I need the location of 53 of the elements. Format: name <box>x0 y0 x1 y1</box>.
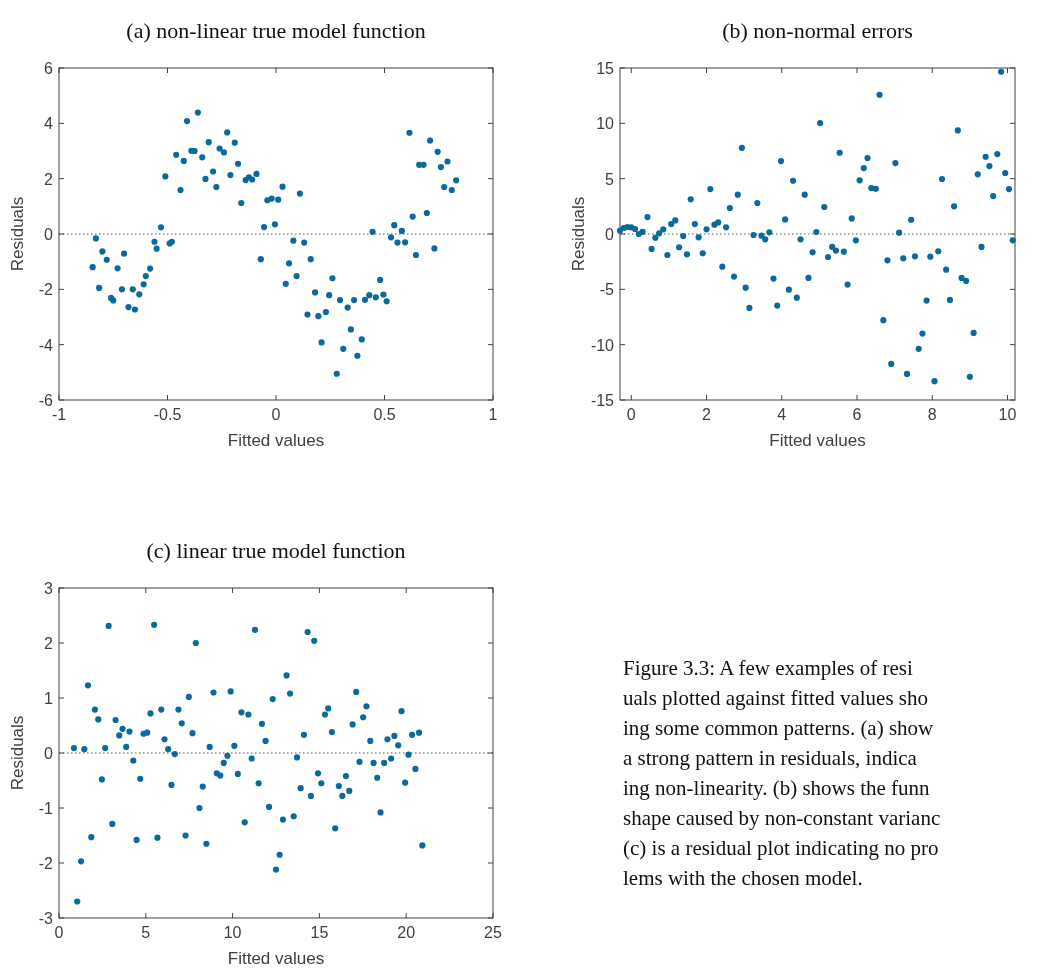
y-axis-title: Residuals <box>569 196 588 272</box>
x-tick-label: 10 <box>998 406 1017 423</box>
x-tick-label: -0.5 <box>153 406 182 423</box>
y-axis-title: Residuals <box>8 196 27 272</box>
y-tick-label: -1 <box>38 800 54 817</box>
y-tick-label: 6 <box>44 60 54 77</box>
x-tick-label: 20 <box>397 924 416 941</box>
x-tick-label: 6 <box>852 406 862 423</box>
y-tick-label: -6 <box>38 392 54 409</box>
x-tick-label: 4 <box>777 406 787 423</box>
x-axis-title: Fitted values <box>769 431 866 450</box>
y-tick-label: 1 <box>44 690 54 707</box>
caption: Figure 3.3: A few examples of resi <box>623 656 914 680</box>
y-axis-title: Residuals <box>8 715 27 791</box>
text: ing non-linearity. (b) shows the funn <box>623 776 931 800</box>
x-tick-label: 2 <box>702 406 712 423</box>
x-tick-label: 5 <box>141 924 151 941</box>
y-tick-label: 0 <box>44 226 54 243</box>
text: lems with the chosen model. <box>623 866 863 890</box>
y-tick-label: -15 <box>590 392 615 409</box>
y-tick-label: 0 <box>44 745 54 762</box>
y-tick-label: 4 <box>44 115 54 133</box>
x-tick-label: 15 <box>310 924 329 941</box>
x-axis-title: Fitted values <box>227 949 325 968</box>
chart-title: (c) linear true model function <box>146 538 406 563</box>
y-tick-label: 10 <box>596 115 615 133</box>
text: shape caused by non-constant varianc <box>623 806 941 830</box>
y-tick-label: 2 <box>44 170 54 188</box>
x-tick-label: 25 <box>484 924 502 941</box>
y-tick-label: 0 <box>605 226 615 243</box>
y-tick-label: 2 <box>44 635 54 652</box>
y-tick-label: -3 <box>38 910 54 927</box>
y-tick-label: -4 <box>38 336 54 354</box>
x-tick-label: 10 <box>223 924 242 941</box>
y-tick-label: -5 <box>599 281 615 299</box>
y-tick-label: 3 <box>44 580 54 597</box>
x-tick-label: 1 <box>488 406 498 423</box>
text: ing some common patterns. (a) show <box>623 716 935 740</box>
y-tick-label: -10 <box>590 336 615 354</box>
x-tick-label: 0 <box>271 406 281 423</box>
y-tick-label: -2 <box>38 281 54 299</box>
text: (c) is a residual plot indicating no pro <box>623 836 939 860</box>
text: a strong pattern in residuals, indica <box>623 746 918 770</box>
x-axis-title: Fitted values <box>227 431 325 450</box>
x-tick-label: 0 <box>626 406 636 423</box>
y-tick-label: -2 <box>38 855 54 872</box>
text: uals plotted against fitted values sho <box>623 686 929 710</box>
chart-title: (a) non-linear true model function <box>126 18 426 43</box>
y-tick-label: 5 <box>605 170 615 188</box>
y-tick-label: 15 <box>596 60 615 77</box>
x-tick-label: 0.5 <box>373 406 396 423</box>
chart-title: (b) non-normal errors <box>722 18 913 43</box>
x-tick-label: 8 <box>927 406 937 423</box>
